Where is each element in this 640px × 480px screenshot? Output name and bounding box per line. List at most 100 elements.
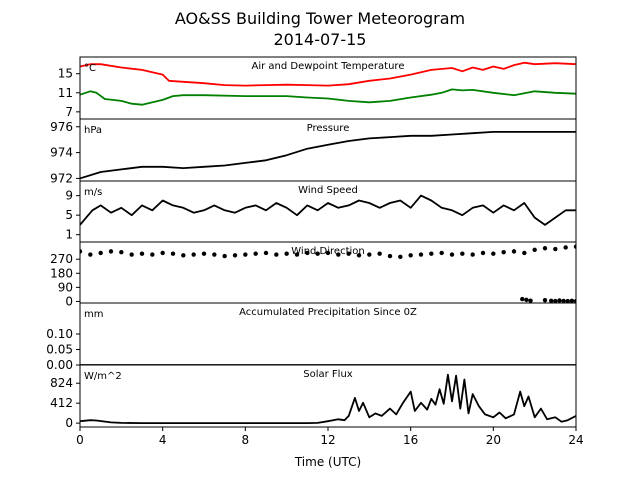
x-tick-label: 24	[568, 433, 583, 447]
data-point	[439, 250, 444, 256]
figure-title: AO&SS Building Tower Meteorogram	[175, 9, 465, 28]
data-point	[170, 251, 176, 256]
data-point	[325, 250, 331, 256]
data-point	[98, 250, 103, 256]
data-point	[480, 250, 486, 256]
data-point	[565, 298, 570, 303]
data-point	[542, 246, 548, 251]
x-tick-label: 16	[403, 433, 418, 447]
data-point	[511, 249, 517, 254]
data-point	[212, 252, 217, 257]
y-tick-label: 5	[65, 208, 73, 222]
data-point	[367, 252, 372, 257]
data-point	[356, 253, 362, 258]
data-point	[222, 253, 227, 259]
data-point	[573, 244, 576, 249]
y-tick-label: 0	[65, 416, 73, 430]
panel-6: 824 412 0 W/m^2 Solar Flux	[50, 364, 577, 430]
data-point	[315, 251, 320, 256]
series-line-1	[80, 61, 576, 87]
series-line-1	[80, 373, 576, 425]
series-line-2	[80, 88, 576, 106]
x-axis-label: Time (UTC)	[294, 455, 361, 469]
data-point	[139, 251, 145, 256]
data-point	[129, 252, 134, 257]
data-point	[346, 251, 351, 256]
y-tick-label: 974	[50, 146, 73, 160]
data-point	[573, 298, 576, 303]
data-point	[408, 253, 413, 258]
data-point	[449, 252, 455, 257]
panel-unit-label: hPa	[84, 125, 102, 136]
data-point	[429, 251, 434, 256]
panel-title: Wind Direction	[291, 246, 365, 257]
data-point	[181, 253, 186, 258]
data-point	[522, 250, 527, 256]
data-point	[532, 247, 537, 253]
data-point	[528, 298, 533, 303]
x-tick-label: 4	[159, 433, 167, 447]
data-point	[569, 298, 575, 303]
panel-unit-label: mm	[84, 309, 103, 320]
data-point	[418, 252, 424, 257]
data-point	[119, 249, 124, 255]
y-tick-label: 180	[50, 266, 73, 280]
x-tick-label: 20	[486, 433, 501, 447]
panel-data	[80, 373, 576, 425]
y-tick-label: 9	[65, 189, 73, 203]
panel-unit-label: °C	[84, 63, 96, 74]
x-tick-label: 0	[76, 433, 84, 447]
data-point	[387, 253, 393, 259]
y-tick-label: 1	[65, 228, 73, 242]
panel-data	[80, 244, 576, 303]
y-tick-label: 270	[50, 252, 73, 266]
data-point	[542, 297, 548, 303]
data-point	[561, 298, 566, 303]
data-point	[549, 298, 554, 303]
y-tick-label: 0.00	[46, 358, 73, 372]
data-point	[263, 250, 269, 256]
data-point	[108, 249, 114, 254]
panel-title: Accumulated Precipitation Since 0Z	[239, 307, 417, 318]
data-point	[201, 251, 207, 256]
panel-title: Solar Flux	[303, 369, 353, 380]
x-axis: 0 4 8 12 16 20 24	[76, 427, 584, 447]
data-point	[80, 249, 83, 254]
panel-title: Pressure	[307, 123, 350, 134]
data-point	[274, 252, 279, 257]
y-tick-label: 90	[58, 280, 73, 294]
data-point	[553, 298, 558, 303]
data-point	[284, 251, 289, 256]
y-tick-label: 972	[50, 171, 73, 185]
panel-title: Wind Speed	[298, 185, 358, 196]
data-point	[520, 296, 525, 302]
data-point	[305, 250, 310, 256]
data-point	[491, 251, 496, 256]
panel-unit-label: m/s	[84, 187, 102, 198]
data-point	[377, 251, 382, 256]
panel-data	[80, 194, 576, 226]
data-point	[470, 252, 475, 257]
data-point	[191, 252, 196, 257]
data-point	[253, 251, 258, 256]
y-tick-label: 976	[50, 120, 73, 134]
series-line-1	[80, 194, 576, 226]
panel-title: Air and Dewpoint Temperature	[252, 61, 405, 72]
data-point	[557, 298, 562, 303]
data-point	[563, 245, 568, 250]
data-point	[150, 252, 155, 257]
y-tick-label: 412	[50, 396, 73, 410]
panel-data	[80, 61, 576, 106]
panel-unit-label: W/m^2	[84, 371, 122, 382]
x-tick-label: 12	[320, 433, 335, 447]
x-tick-label: 8	[242, 433, 250, 447]
data-point	[553, 246, 558, 252]
figure-subtitle: 2014-07-15	[274, 30, 367, 49]
data-point	[398, 254, 403, 260]
data-point	[160, 250, 165, 256]
data-point	[501, 249, 506, 255]
